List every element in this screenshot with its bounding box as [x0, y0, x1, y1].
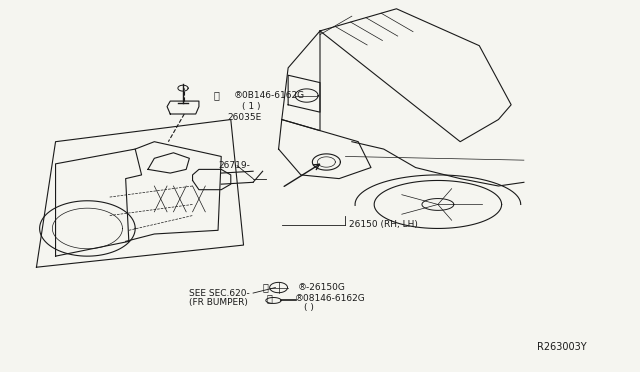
Text: (FR BUMPER): (FR BUMPER): [189, 298, 248, 307]
Text: SEE SEC.620-: SEE SEC.620-: [189, 289, 250, 298]
Text: Ⓑ: Ⓑ: [266, 294, 272, 304]
Text: 26719-: 26719-: [218, 161, 250, 170]
Text: Ⓑ: Ⓑ: [214, 90, 220, 100]
Text: ®-26150G: ®-26150G: [298, 283, 346, 292]
Text: Ⓑ: Ⓑ: [263, 283, 269, 292]
Text: R263003Y: R263003Y: [537, 341, 586, 352]
Text: ®08146-6162G: ®08146-6162G: [294, 294, 365, 303]
Text: ( ): ( ): [304, 303, 314, 312]
Text: 26150 (RH, LH): 26150 (RH, LH): [349, 220, 417, 229]
Text: ( 1 ): ( 1 ): [243, 102, 260, 111]
Text: ®0B146-6162G: ®0B146-6162G: [234, 91, 305, 100]
Text: 26035E: 26035E: [228, 113, 262, 122]
